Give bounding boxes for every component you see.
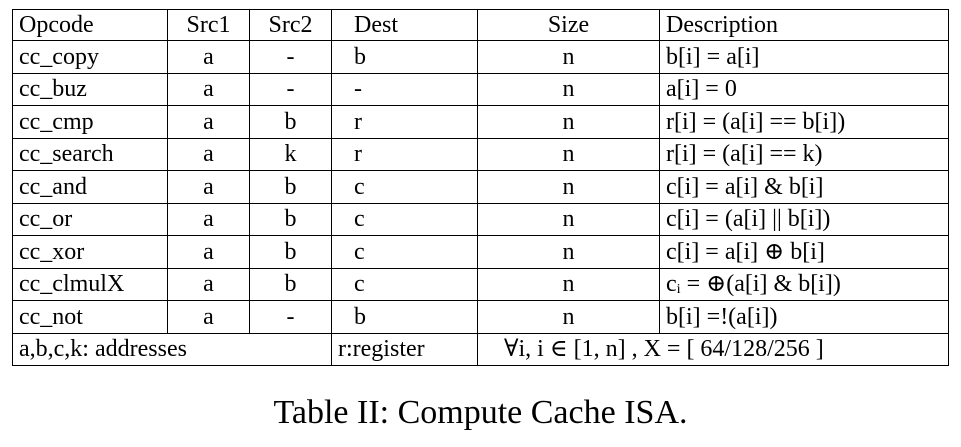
table-row: cc_and a b c n c[i] = a[i] & b[i] <box>12 170 949 204</box>
cell-dest: b <box>331 300 478 334</box>
cell-description: r[i] = (a[i] == k) <box>659 137 949 171</box>
cell-opcode: cc_clmulX <box>12 267 168 301</box>
cell-src1: a <box>167 300 250 334</box>
cell-dest: - <box>331 72 478 106</box>
cell-description: cᵢ = ⊕(a[i] & b[i]) <box>659 267 949 301</box>
cell-description: b[i] =!(a[i]) <box>659 300 949 334</box>
cell-size: n <box>477 202 660 236</box>
table-row: cc_clmulX a b c n cᵢ = ⊕(a[i] & b[i]) <box>12 267 949 301</box>
cell-opcode: cc_and <box>12 170 168 204</box>
cell-dest: c <box>331 235 478 269</box>
cell-size: n <box>477 137 660 171</box>
cell-opcode: cc_copy <box>12 40 168 74</box>
cell-size: n <box>477 300 660 334</box>
cell-src2: b <box>249 105 332 139</box>
table-row: cc_xor a b c n c[i] = a[i] ⊕ b[i] <box>12 235 949 269</box>
footer-addresses: a,b,c,k: addresses <box>12 332 332 366</box>
cell-description: c[i] = (a[i] || b[i]) <box>659 202 949 236</box>
table-row: cc_copy a - b n b[i] = a[i] <box>12 40 949 74</box>
cell-src1: a <box>167 72 250 106</box>
cell-src1: a <box>167 202 250 236</box>
cell-size: n <box>477 72 660 106</box>
cell-src2: b <box>249 235 332 269</box>
cell-size: n <box>477 170 660 204</box>
cell-description: c[i] = a[i] & b[i] <box>659 170 949 204</box>
cell-src2: b <box>249 267 332 301</box>
footer-row: a,b,c,k: addresses r:register ∀i, i ∈ [1… <box>12 332 949 366</box>
table-row: cc_search a k r n r[i] = (a[i] == k) <box>12 137 949 171</box>
header-dest: Dest <box>331 9 478 41</box>
header-src1: Src1 <box>167 9 250 41</box>
cell-opcode: cc_cmp <box>12 105 168 139</box>
footer-range: ∀i, i ∈ [1, n] , X = [ 64/128/256 ] <box>477 332 949 366</box>
cell-src2: b <box>249 202 332 236</box>
cell-dest: b <box>331 40 478 74</box>
header-row: Opcode Src1 Src2 Dest Size Description <box>12 9 949 41</box>
cell-size: n <box>477 235 660 269</box>
cell-dest: c <box>331 202 478 236</box>
cell-opcode: cc_xor <box>12 235 168 269</box>
cell-src1: a <box>167 235 250 269</box>
cell-src1: a <box>167 105 250 139</box>
cell-src2: - <box>249 72 332 106</box>
cell-dest: r <box>331 137 478 171</box>
cell-description: a[i] = 0 <box>659 72 949 106</box>
header-src2: Src2 <box>249 9 332 41</box>
cell-opcode: cc_not <box>12 300 168 334</box>
cell-src2: k <box>249 137 332 171</box>
cell-size: n <box>477 40 660 74</box>
cell-src2: - <box>249 40 332 74</box>
cell-size: n <box>477 267 660 301</box>
table-row: cc_cmp a b r n r[i] = (a[i] == b[i]) <box>12 105 949 139</box>
cell-dest: c <box>331 170 478 204</box>
cell-src1: a <box>167 137 250 171</box>
cell-size: n <box>477 105 660 139</box>
cell-dest: r <box>331 105 478 139</box>
table-caption: Table II: Compute Cache ISA. <box>273 394 688 431</box>
cell-src2: b <box>249 170 332 204</box>
cell-opcode: cc_buz <box>12 72 168 106</box>
table-row: cc_buz a - - n a[i] = 0 <box>12 72 949 106</box>
header-size: Size <box>477 9 660 41</box>
cell-description: c[i] = a[i] ⊕ b[i] <box>659 235 949 269</box>
footer-register: r:register <box>331 332 478 366</box>
cell-src1: a <box>167 267 250 301</box>
cell-dest: c <box>331 267 478 301</box>
cell-description: r[i] = (a[i] == b[i]) <box>659 105 949 139</box>
isa-table: Opcode Src1 Src2 Dest Size Description c… <box>12 9 949 366</box>
table-row: cc_or a b c n c[i] = (a[i] || b[i]) <box>12 202 949 236</box>
cell-src1: a <box>167 170 250 204</box>
cell-opcode: cc_search <box>12 137 168 171</box>
header-description: Description <box>659 9 949 41</box>
cell-src1: a <box>167 40 250 74</box>
cell-description: b[i] = a[i] <box>659 40 949 74</box>
cell-opcode: cc_or <box>12 202 168 236</box>
cell-src2: - <box>249 300 332 334</box>
table-row: cc_not a - b n b[i] =!(a[i]) <box>12 300 949 334</box>
header-opcode: Opcode <box>12 9 168 41</box>
